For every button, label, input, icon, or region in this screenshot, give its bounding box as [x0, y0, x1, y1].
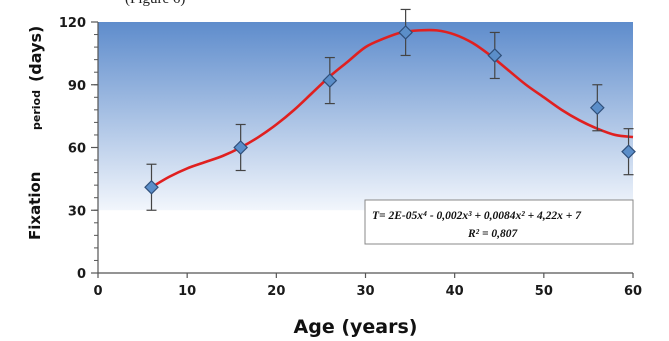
- trendline-equation: T= 2E-05x⁴ - 0,002x³ + 0,0084x² + 4,22x …: [372, 210, 582, 222]
- equation-box: [364, 199, 634, 245]
- shaded-band: [98, 22, 633, 211]
- y-axis-title-part1: Fixation: [26, 172, 44, 240]
- x-axis-title: Age (years): [294, 316, 418, 338]
- x-tick-label: 40: [446, 284, 464, 299]
- x-tick-label: 20: [267, 284, 285, 299]
- y-tick-label: 0: [77, 267, 86, 282]
- data-point: [589, 100, 605, 116]
- x-tick-label: 10: [178, 284, 196, 299]
- data-point: [487, 48, 503, 63]
- trendline-curve: [150, 28, 634, 189]
- y-axis-title-part3: (days): [26, 26, 45, 82]
- x-tick-label: 50: [535, 284, 553, 299]
- data-point: [322, 73, 338, 88]
- data-point: [144, 179, 159, 195]
- x-tick-label: 30: [356, 284, 374, 299]
- x-tick-label: 0: [93, 284, 102, 299]
- x-tick-label: 60: [624, 284, 642, 299]
- data-point: [621, 144, 636, 160]
- data-point: [398, 25, 413, 40]
- y-tick-label: 30: [68, 204, 86, 219]
- data-point: [233, 140, 249, 155]
- y-tick-label: 120: [59, 16, 86, 31]
- y-tick-label: 60: [68, 142, 86, 157]
- y-axis-title-part2: period: [30, 90, 43, 130]
- r-squared-label: R² = 0,807: [467, 228, 519, 240]
- y-tick-label: 90: [68, 79, 86, 94]
- page-fragment-text: (Figure 6): [125, 0, 185, 8]
